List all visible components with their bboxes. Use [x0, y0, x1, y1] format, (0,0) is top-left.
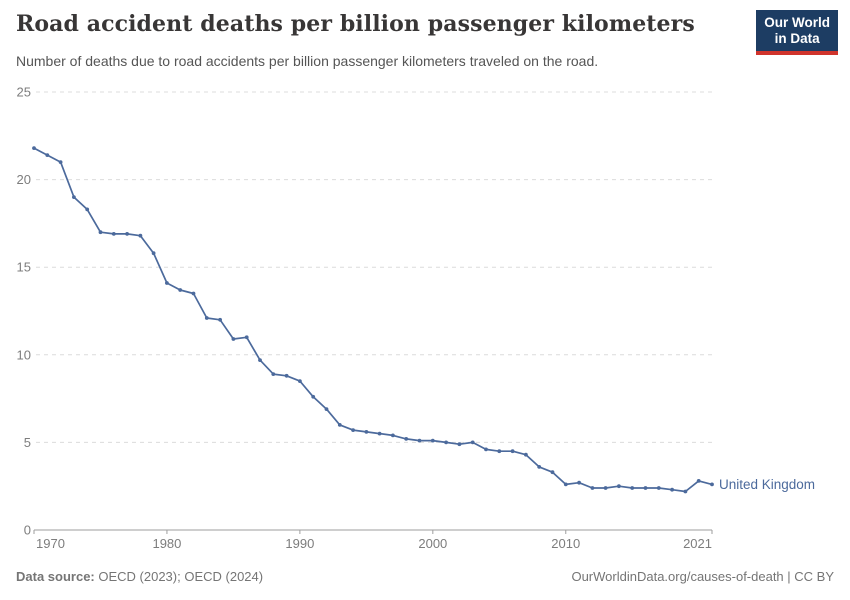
- data-point-2000: [430, 438, 435, 443]
- y-tick-label-15: 15: [17, 260, 31, 275]
- y-tick-label-25: 25: [17, 85, 31, 100]
- data-point-1972: [58, 160, 63, 165]
- data-point-1990: [298, 379, 302, 383]
- data-point-2018: [670, 487, 674, 492]
- data-point-1976: [111, 232, 116, 236]
- data-point-1993: [337, 423, 342, 427]
- data-point-1985: [231, 337, 236, 341]
- y-tick-label-0: 0: [24, 523, 31, 538]
- data-point-1983: [204, 316, 209, 320]
- data-point-1988: [271, 372, 276, 376]
- data-point-2002: [457, 442, 462, 447]
- data-point-1996: [377, 431, 382, 436]
- data-point-2020: [696, 479, 701, 483]
- x-tick-label-1990: 1990: [285, 536, 314, 551]
- y-tick-label-5: 5: [24, 435, 31, 450]
- data-point-1984: [218, 317, 223, 322]
- data-point-1994: [351, 428, 355, 432]
- data-point-2003: [470, 440, 475, 445]
- owid-logo-line1: Our World: [764, 15, 830, 30]
- data-point-1982: [191, 291, 196, 296]
- data-point-2006: [510, 449, 515, 454]
- data-point-1979: [151, 251, 156, 256]
- data-point-1981: [178, 288, 183, 292]
- data-point-1998: [404, 437, 409, 441]
- data-source-label: Data source:: [16, 569, 95, 584]
- data-point-1978: [138, 233, 143, 238]
- data-point-1986: [244, 335, 249, 340]
- series-line-united-kingdom: [33, 147, 713, 493]
- data-point-2016: [643, 486, 648, 490]
- data-point-1977: [125, 232, 129, 236]
- data-source-note: Data source: OECD (2023); OECD (2024): [16, 569, 263, 584]
- y-tick-label-10: 10: [17, 347, 31, 362]
- data-point-1997: [391, 433, 395, 438]
- data-point-2012: [590, 486, 595, 490]
- data-point-1980: [165, 281, 169, 285]
- x-tick-label-2010: 2010: [551, 536, 580, 551]
- x-tick-label-1980: 1980: [152, 536, 181, 551]
- data-point-1992: [324, 407, 329, 411]
- data-point-1995: [364, 430, 369, 434]
- data-point-2013: [603, 486, 608, 490]
- x-tick-label-2000: 2000: [418, 536, 447, 551]
- data-point-2010: [563, 482, 568, 487]
- x-tick-label-2021: 2021: [683, 536, 712, 551]
- data-source-text: OECD (2023); OECD (2024): [94, 569, 264, 584]
- data-point-1970: [32, 146, 36, 151]
- data-point-1989: [284, 373, 289, 378]
- data-point-2019: [683, 489, 688, 494]
- x-tick-label-1970: 1970: [36, 536, 65, 551]
- data-point-2021: [710, 482, 714, 487]
- data-point-2007: [524, 452, 528, 457]
- data-point-1991: [311, 394, 316, 399]
- data-point-2011: [577, 480, 581, 485]
- data-point-2005: [497, 449, 502, 454]
- data-point-1999: [417, 438, 422, 443]
- data-point-2009: [550, 470, 555, 475]
- series-label: United Kingdom: [719, 477, 815, 492]
- data-point-2004: [484, 447, 488, 452]
- credit-link: OurWorldinData.org/causes-of-death | CC …: [571, 569, 834, 584]
- owid-logo: Our World in Data: [756, 10, 838, 55]
- data-point-1971: [45, 153, 50, 158]
- data-point-2017: [656, 486, 661, 490]
- data-point-1987: [258, 358, 262, 362]
- page-subtitle: Number of deaths due to road accidents p…: [16, 53, 599, 69]
- data-point-1975: [98, 230, 103, 235]
- data-point-1973: [72, 195, 76, 200]
- data-point-2001: [444, 440, 448, 445]
- data-point-2015: [630, 486, 635, 490]
- data-point-2008: [537, 465, 542, 469]
- page-title: Road accident deaths per billion passeng…: [16, 11, 695, 37]
- y-tick-label-20: 20: [17, 172, 31, 187]
- data-point-1974: [85, 207, 90, 212]
- data-point-2014: [617, 484, 621, 489]
- owid-logo-line2: in Data: [774, 31, 820, 47]
